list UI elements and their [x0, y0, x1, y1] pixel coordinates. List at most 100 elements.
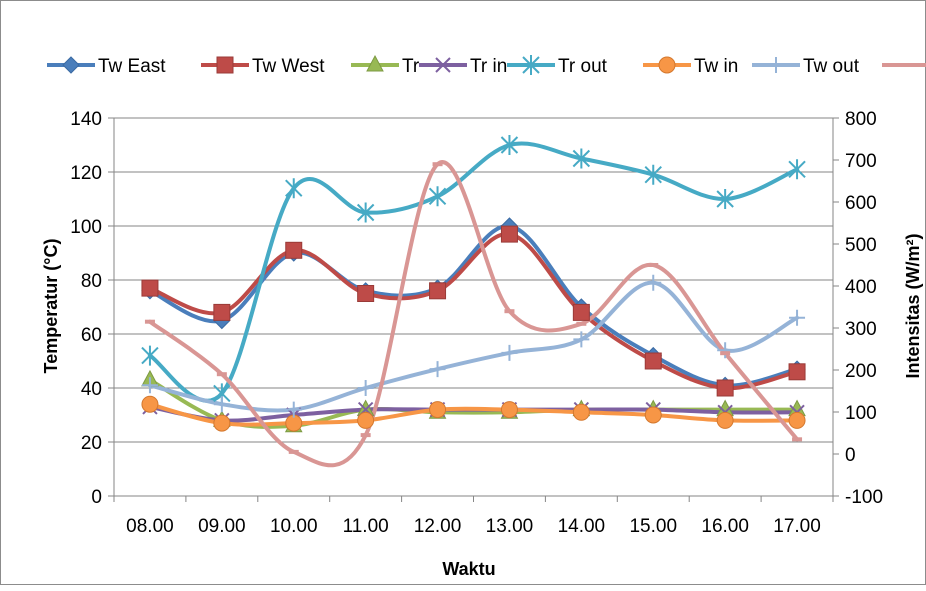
- data-point-tw-west: [285, 241, 303, 259]
- y2-axis-title: Intensitas (W/m²): [903, 233, 923, 378]
- y-tick-label: 140: [70, 109, 102, 130]
- legend-label: Tw East: [98, 56, 166, 77]
- y2-tick-label: 100: [845, 403, 877, 424]
- legend-label: Tr in: [470, 56, 507, 77]
- data-point-tw-out: [789, 309, 806, 326]
- y2-tick-label: 700: [845, 151, 877, 172]
- series-line-tw-in: [147, 402, 800, 427]
- data-point-int: [576, 321, 587, 326]
- data-point-tr-out: [428, 186, 447, 207]
- legend-swatch-marker: [366, 54, 384, 72]
- legend-item: Tr: [351, 54, 420, 77]
- y-tick-label: 60: [81, 325, 102, 346]
- data-point-tw-in: [788, 411, 806, 429]
- data-point-int: [360, 433, 371, 438]
- data-point-tr-out: [141, 345, 159, 366]
- x-tick-label: 15.00: [629, 516, 677, 537]
- data-point-tw-out: [573, 331, 590, 348]
- legend: Tw East Tw West Tr Tr in Tr out Tw in Tw out In…: [47, 54, 926, 77]
- data-point-tw-west: [500, 225, 518, 243]
- x-tick-label: 11.00: [343, 516, 389, 537]
- x-tick-label: 14.00: [558, 516, 606, 537]
- y-tick-label: 20: [81, 433, 102, 454]
- data-point-tw-west: [644, 352, 662, 370]
- data-point-tw-out: [645, 274, 662, 291]
- x-tick-label: 13.00: [486, 516, 534, 537]
- y-tick-label: 80: [81, 271, 102, 292]
- y2-tick-label: 0: [845, 445, 856, 466]
- y-tick-label: 100: [70, 217, 102, 238]
- x-tick-label: 10.00: [270, 516, 318, 537]
- legend-swatch-marker: [216, 56, 234, 74]
- data-point-tw-out: [501, 344, 518, 361]
- legend-swatch-marker: [62, 56, 80, 74]
- data-point-int: [432, 162, 443, 167]
- legend-item: Tw in: [643, 56, 738, 77]
- data-point-tw-in: [357, 411, 375, 429]
- data-point-tw-in: [644, 406, 662, 424]
- legend-label: Tw out: [803, 56, 860, 77]
- legend-swatch-marker: [768, 57, 784, 73]
- data-point-tw-out: [717, 342, 734, 359]
- data-point-tw-out: [141, 377, 158, 394]
- data-point-tr-out: [500, 135, 519, 155]
- data-point-tw-in: [500, 401, 518, 419]
- data-point-tw-west: [141, 279, 159, 297]
- x-tick-label: 12.00: [414, 516, 462, 537]
- legend-item: Tw out: [752, 56, 860, 77]
- legend-item: Tw East: [47, 56, 166, 77]
- legend-swatch-marker: [435, 57, 451, 73]
- y-tick-label: 0: [91, 487, 102, 508]
- series-line-int: [147, 160, 800, 468]
- series-line-tw-west: [147, 232, 800, 391]
- data-point-tw-out: [429, 361, 446, 378]
- data-point-int: [216, 372, 227, 377]
- data-point-tr-out: [356, 202, 375, 223]
- y2-tick-label: -100: [845, 487, 883, 508]
- legend-label: Tw West: [252, 56, 325, 77]
- x-tick-label: 08.00: [126, 516, 174, 537]
- data-point-tw-in: [141, 395, 159, 413]
- y2-tick-label: 400: [845, 277, 877, 298]
- axes: 0 20 40 60 80 100 120 140 -100 0 100 200 300 400 500 60…: [70, 109, 883, 537]
- legend-swatch-marker: [901, 63, 911, 67]
- data-point-tw-in: [716, 411, 734, 429]
- data-point-tw-west: [788, 363, 806, 381]
- y-tick-label: 120: [70, 163, 102, 184]
- data-point-tw-west: [213, 303, 231, 321]
- data-point-tw-in: [572, 403, 590, 421]
- y-tick-label: 40: [81, 379, 102, 400]
- data-point-int: [792, 437, 803, 442]
- legend-item: Tw West: [201, 56, 325, 77]
- data-point-tw-in: [429, 401, 447, 419]
- legend-label: Tr: [402, 56, 420, 77]
- legend-item: Int: [882, 63, 926, 67]
- data-point-int: [720, 351, 731, 356]
- series-line-tw-out: [147, 280, 800, 413]
- legend-item: Tr out: [507, 55, 608, 77]
- data-point-tw-in: [213, 414, 231, 432]
- legend-label: Tr out: [558, 56, 608, 77]
- x-tick-label: 16.00: [701, 516, 749, 537]
- data-point-int: [648, 263, 659, 267]
- data-point-int: [504, 309, 515, 314]
- y2-tick-label: 500: [845, 235, 877, 256]
- y2-tick-label: 200: [845, 361, 877, 382]
- y2-tick-label: 300: [845, 319, 877, 340]
- y-axis-title: Temperatur (°C): [41, 239, 61, 374]
- data-point-tr-out: [285, 178, 303, 199]
- x-tick-label: 09.00: [198, 516, 246, 537]
- data-point-tr-out: [788, 159, 806, 180]
- legend-item: Tr in: [419, 56, 507, 77]
- data-point-tw-west: [429, 282, 447, 300]
- x-axis-title: Waktu: [442, 559, 495, 579]
- data-point-tw-west: [572, 303, 590, 321]
- data-point-tr-out: [644, 164, 662, 185]
- y2-tick-label: 600: [845, 193, 877, 214]
- data-point-int: [288, 449, 299, 454]
- series-line-tw-east: [147, 223, 800, 388]
- series-lines: [147, 141, 800, 468]
- legend-swatch-marker: [658, 56, 676, 74]
